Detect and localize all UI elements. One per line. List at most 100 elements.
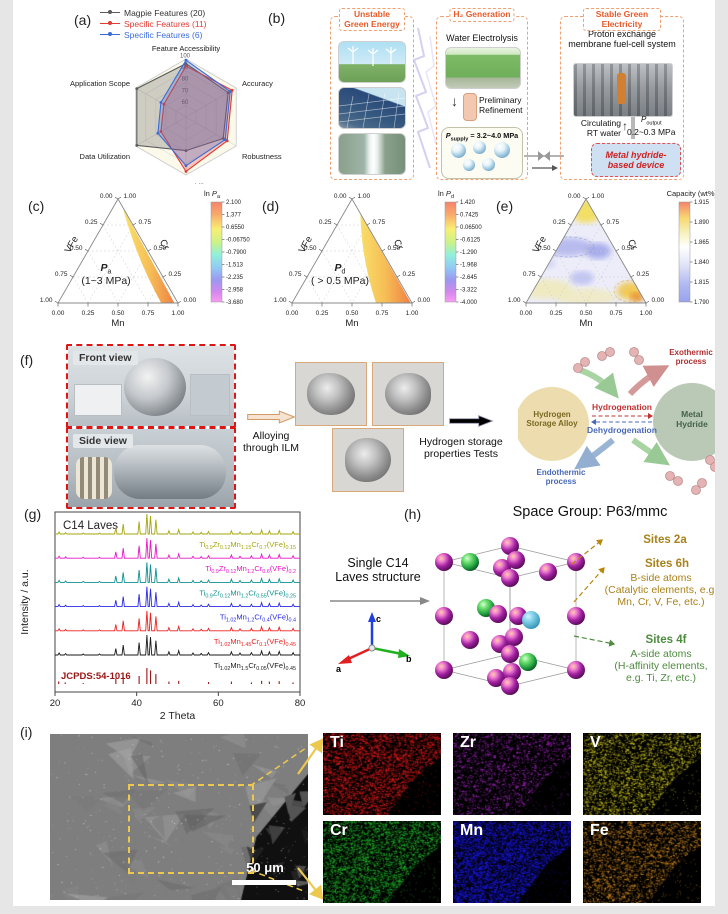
tick-label: 0.25 bbox=[319, 219, 332, 226]
colorbar-tick: 0.6550 bbox=[226, 225, 245, 231]
legend-label: Magpie Features (20) bbox=[124, 8, 205, 18]
legend-line-icon bbox=[100, 12, 120, 14]
output-pressure-label: Poutput bbox=[641, 115, 662, 127]
tick-label: 0.25 bbox=[550, 310, 563, 317]
colorbar-tick: -2.958 bbox=[226, 288, 244, 294]
down-arrow-icon: ↓ bbox=[451, 93, 458, 109]
colorbar-tick: 1.420 bbox=[460, 200, 476, 206]
region-label-line2: (1~3 MPa) bbox=[81, 275, 130, 287]
axis-c-label: c bbox=[376, 614, 381, 624]
region-label-line2: ( > 0.5 MPa) bbox=[311, 275, 369, 287]
line-shape bbox=[178, 301, 181, 303]
tick-label: 0.25 bbox=[553, 219, 566, 226]
furnace-cylinder-shape bbox=[114, 445, 226, 499]
line-shape bbox=[100, 223, 103, 225]
tick-label: 0.75 bbox=[55, 271, 68, 278]
x-tick-label: 20 bbox=[50, 698, 61, 709]
h2-generation-box: H₂ Generation Water Electrolysis ↓ Preli… bbox=[436, 16, 528, 180]
tick-label: 1.00 bbox=[172, 310, 185, 317]
line-shape bbox=[382, 249, 385, 251]
line-shape bbox=[85, 249, 88, 251]
hydrogenation-label: Hydrogenation bbox=[580, 402, 664, 412]
colorbar-tick: 1.840 bbox=[694, 260, 710, 266]
region-label: Pa bbox=[101, 262, 112, 276]
line-shape bbox=[553, 249, 556, 251]
line-shape bbox=[133, 223, 136, 225]
radar-axis-label: Application Scope bbox=[70, 79, 130, 88]
tick-label: 0.25 bbox=[637, 271, 650, 278]
xrd-series-label: Ti1.02Mn1.45Cr0.1(VFe)0.45 bbox=[214, 637, 296, 648]
colorbar-title: ln Pd bbox=[438, 189, 454, 200]
sites-4f-label: Sites 4f bbox=[616, 634, 716, 646]
colorbar-tick: -3.322 bbox=[460, 288, 478, 294]
colorbar-tick: -3.680 bbox=[226, 300, 244, 306]
tick-label: 0.75 bbox=[523, 271, 536, 278]
crystal-axes-icon: c b a bbox=[332, 610, 412, 680]
preliminary-refinement-label: Preliminary Refinement bbox=[479, 96, 527, 116]
eds-element-label: Cr bbox=[330, 822, 348, 840]
ternary-gridline bbox=[103, 225, 148, 303]
side-view-label: Side view bbox=[73, 434, 133, 448]
figure-page: { "panel_a": {"tag": "(a)"}, "panel_b": … bbox=[0, 0, 728, 914]
eds-element-label: Ti bbox=[330, 734, 344, 752]
line-shape bbox=[397, 275, 400, 277]
xrd-chart: 20 40 60 802 ThetaIntensity / a.u.C14 Laves… bbox=[16, 502, 351, 722]
furnace-sphere-shape bbox=[124, 358, 186, 416]
legend-row-magpie: Magpie Features (20) bbox=[100, 7, 205, 18]
tick-label: 0.00 bbox=[286, 310, 299, 317]
xrd-series-label: Ti1.02Mn1.2Cr0.4(VFe)0.4 bbox=[220, 613, 296, 624]
metal-hydride-label: Metal Hydride bbox=[662, 410, 722, 430]
ingot-photo bbox=[372, 362, 444, 426]
x-axis-label: 2 Theta bbox=[160, 710, 196, 722]
colorbar-tick: -1.290 bbox=[460, 250, 478, 256]
tick-label: 0.75 bbox=[607, 219, 620, 226]
line-shape bbox=[55, 301, 58, 303]
colorbar-tick: 0.7425 bbox=[460, 213, 479, 219]
tick-label: 0.00 bbox=[418, 297, 431, 304]
colorbar-tick: -1.968 bbox=[460, 263, 478, 269]
panel-b-tag: (b) bbox=[268, 10, 285, 26]
radar-point bbox=[224, 138, 227, 141]
line-shape bbox=[334, 223, 337, 225]
eds-map-zr: Zr bbox=[453, 733, 571, 815]
legend-line-icon bbox=[100, 23, 120, 25]
line-shape bbox=[586, 197, 589, 199]
eds-map-v: V bbox=[583, 733, 701, 815]
xrd-series-label: Ti1.02Mn1.5Cr0.05(VFe)0.45 bbox=[214, 661, 296, 672]
colorbar-title: ln Pa bbox=[204, 189, 221, 200]
metal-hydride-device-label: Metal hydride- based device bbox=[591, 143, 681, 177]
legend-dot-icon bbox=[108, 10, 112, 14]
tick-label: 0.00 bbox=[520, 310, 533, 317]
front-view-scene: Front view bbox=[68, 346, 234, 426]
lightning-icon bbox=[404, 26, 440, 176]
line-shape bbox=[289, 301, 292, 303]
tick-label: 1.00 bbox=[124, 193, 137, 200]
tick-label: 0.00 bbox=[652, 297, 665, 304]
panel-i-tag: (i) bbox=[20, 724, 32, 740]
ternary-plot-capacity: 0.000.00 1.000.250.25 0.750.500.50 0.500.75… bbox=[486, 185, 721, 337]
panel-a-tag: (a) bbox=[74, 12, 91, 28]
y-axis-label: Intensity / a.u. bbox=[19, 569, 31, 634]
sites-2a-label: Sites 2a bbox=[610, 534, 720, 546]
front-view-photo: Front view bbox=[66, 344, 236, 428]
eds-element-label: V bbox=[590, 734, 601, 752]
panel-e-tag: (e) bbox=[496, 198, 513, 214]
legend-dot-icon bbox=[108, 21, 112, 25]
h2-generation-title: H₂ Generation bbox=[449, 8, 514, 22]
eds-map-mn: Mn bbox=[453, 821, 571, 903]
p-value: = 3.2~4.0 MPa bbox=[468, 131, 518, 140]
axis-bottom-label: Mn bbox=[111, 318, 124, 329]
tick-label: 0.75 bbox=[373, 219, 386, 226]
colorbar-tick: -0.7900 bbox=[226, 250, 247, 256]
legend-label: Specific Features (11) bbox=[124, 19, 207, 29]
space-group-title: Space Group: P63/mmc bbox=[462, 504, 718, 520]
tick-label: 0.75 bbox=[142, 310, 155, 317]
wind-farm-image bbox=[338, 41, 406, 83]
line-shape bbox=[118, 197, 121, 199]
radar-point bbox=[229, 90, 232, 93]
eds-map-ti: Ti bbox=[323, 733, 441, 815]
pipe-valve-connector bbox=[524, 146, 564, 176]
panel-f-tag: (f) bbox=[20, 352, 33, 368]
x-tick-label: 40 bbox=[131, 698, 142, 709]
line-shape bbox=[115, 197, 118, 199]
